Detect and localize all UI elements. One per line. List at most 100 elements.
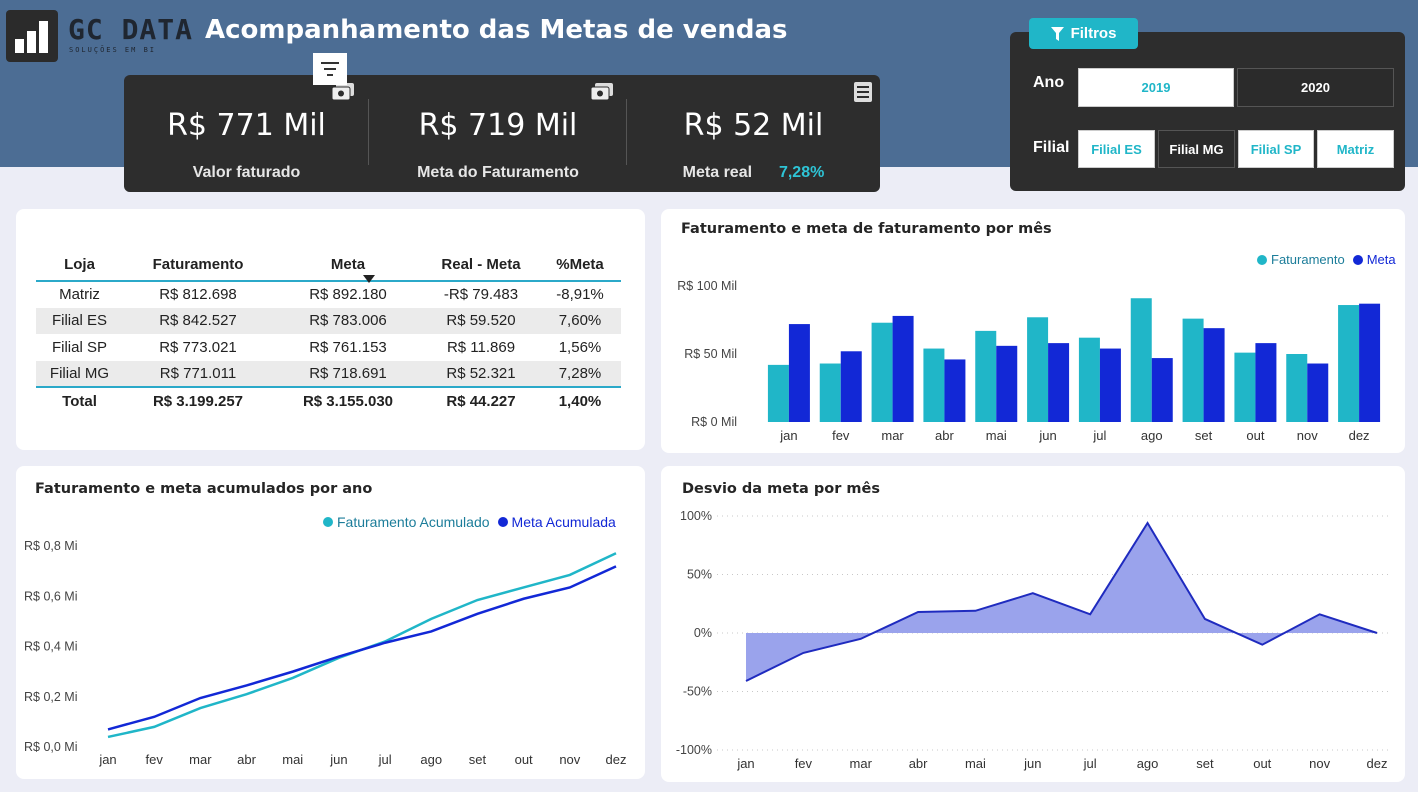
bar-meta [788, 324, 810, 422]
col-pct-meta[interactable]: %Meta [539, 249, 621, 282]
table-cell: Filial MG [36, 360, 123, 387]
logo-icon [6, 10, 58, 62]
y-tick-label: R$ 0 Mil [691, 415, 737, 429]
summary-table-card: Loja Faturamento Meta Real - Meta %Meta … [16, 209, 645, 450]
line-faturamento-acumulado [107, 552, 617, 739]
x-tick-label: ago [420, 752, 442, 767]
x-tick-label: out [515, 752, 533, 767]
x-tick-label: mar [850, 756, 873, 771]
kpi-divider [368, 99, 369, 165]
area-chart-title: Desvio da meta por mês [682, 481, 880, 497]
col-meta[interactable]: Meta [273, 249, 423, 282]
y-tick-label: -100% [676, 743, 712, 757]
kpi-real-label-row: Meta real 7,28% [627, 164, 880, 182]
logo-tagline: SOLUÇÕES EM BI [69, 46, 157, 54]
col-real-meta[interactable]: Real - Meta [423, 249, 539, 282]
table-cell: R$ 3.199.257 [123, 386, 273, 415]
col-faturamento[interactable]: Faturamento [123, 249, 375, 283]
matriz-button[interactable]: Matriz [1317, 130, 1394, 168]
legend-meta: Meta [1366, 252, 1396, 267]
legend-dot-meta-acum [497, 517, 508, 527]
y-tick-label: 50% [687, 568, 712, 582]
bar-chart: R$ 0 Mil R$ 50 Mil R$ 100 Mil jan fev mar abr m… [677, 279, 1381, 443]
x-tick-label: jan [98, 752, 116, 767]
kpi-faturado: R$ 771 Mil Valor faturado [124, 75, 369, 192]
kpi-meta-label: Meta do Faturamento [417, 164, 579, 181]
x-tick-label: abr [909, 756, 928, 771]
x-tick-label: abr [935, 428, 954, 443]
line-chart-title: Faturamento e meta acumulados por ano [35, 481, 373, 497]
kpi-real-label: Meta real [682, 164, 753, 181]
x-tick-label: jun [329, 752, 347, 767]
x-tick-label: nov [1297, 428, 1318, 443]
table-total-row: Total R$ 3.199.257 R$ 3.155.030 R$ 44.22… [36, 386, 621, 415]
line-chart: R$ 0,0 Mi R$ 0,2 Mi R$ 0,4 Mi R$ 0,6 Mi R$ 0… [24, 539, 627, 767]
table-cell: R$ 59.520 [423, 307, 539, 334]
x-tick-label: ago [1141, 428, 1163, 443]
x-tick-label: dez [606, 752, 627, 767]
table-cell: R$ 11.869 [446, 338, 516, 356]
legend-dot-faturamento [1257, 254, 1267, 265]
kpi-meta-value: R$ 719 Mil [418, 108, 578, 143]
x-tick-label: fev [146, 752, 164, 767]
filial-es-button[interactable]: Filial ES [1078, 130, 1155, 168]
ano-2019-button[interactable]: 2019 [1078, 68, 1234, 107]
table-cell: R$ 892.180 [309, 286, 387, 304]
filial-mg-button[interactable]: Filial MG [1158, 130, 1235, 168]
bar-faturamento [819, 363, 841, 422]
bar-faturamento [975, 330, 997, 422]
filtros-label: Filtros [1070, 25, 1117, 42]
x-tick-label: fev [795, 756, 813, 771]
y-tick-label: R$ 50 Mil [684, 347, 737, 361]
bar-faturamento [767, 364, 789, 422]
page-title: Acompanhamento das Metas de vendas [205, 15, 788, 45]
filial-label: Filial [1033, 139, 1070, 156]
bar-meta [1203, 328, 1225, 422]
desvio-line [745, 521, 1378, 682]
x-tick-label: set [469, 752, 487, 767]
table-cell: -R$ 79.483 [443, 286, 519, 304]
y-tick-label: R$ 0,8 Mi [24, 539, 78, 553]
x-tick-label: mar [881, 428, 904, 443]
bar-faturamento [1182, 318, 1204, 422]
x-tick-label: jun [1023, 756, 1041, 771]
table-cell: R$ 718.691 [273, 360, 423, 387]
x-tick-label: jul [378, 752, 392, 767]
filter-pane-button[interactable] [313, 53, 347, 85]
table-cell: R$ 761.153 [309, 338, 387, 356]
desvio-area [746, 523, 1377, 681]
x-tick-label: nov [559, 752, 580, 767]
table-row: Filial SP R$ 773.021 R$ 761.153 R$ 11.86… [36, 334, 621, 361]
x-tick-label: jul [1083, 756, 1097, 771]
y-tick-label: R$ 0,2 Mi [24, 690, 78, 704]
bar-meta [892, 315, 914, 422]
document-icon [854, 82, 872, 102]
x-tick-label: mai [282, 752, 303, 767]
filtros-button[interactable]: Filtros [1029, 18, 1138, 49]
bar-meta [944, 359, 966, 422]
y-tick-label: R$ 0,0 Mi [24, 740, 78, 754]
table-row: Matriz R$ 812.698 R$ 892.180 -R$ 79.483 … [36, 281, 621, 308]
money-icon [331, 83, 354, 101]
x-tick-label: set [1195, 428, 1213, 443]
area-chart-card: Desvio da meta por mês -100% -50% 0% 50% 100… [661, 466, 1405, 782]
kpi-faturado-label: Valor faturado [192, 164, 301, 181]
x-tick-label: jan [779, 428, 797, 443]
bar-faturamento [1027, 317, 1049, 422]
col-loja[interactable]: Loja [36, 249, 123, 282]
x-tick-label: mai [986, 428, 1007, 443]
bar-meta [1151, 358, 1173, 422]
line-meta-acumulada [107, 565, 617, 731]
ano-2020-button[interactable]: 2020 [1237, 68, 1394, 107]
bar-chart-card: Faturamento e meta de faturamento por mê… [661, 209, 1405, 453]
table-cell: R$ 773.021 [159, 338, 237, 356]
legend-dot-meta [1352, 254, 1363, 265]
table-cell: -8,91% [556, 286, 604, 304]
x-tick-label: jun [1038, 428, 1056, 443]
bar-meta [996, 345, 1018, 422]
x-tick-label: set [1196, 756, 1214, 771]
table-row: Filial ES R$ 842.527 R$ 783.006 R$ 59.52… [36, 307, 621, 334]
filial-sp-button[interactable]: Filial SP [1238, 130, 1314, 168]
table-cell: R$ 783.006 [273, 307, 423, 334]
kpi-real: R$ 52 Mil Meta real 7,28% [627, 75, 880, 192]
